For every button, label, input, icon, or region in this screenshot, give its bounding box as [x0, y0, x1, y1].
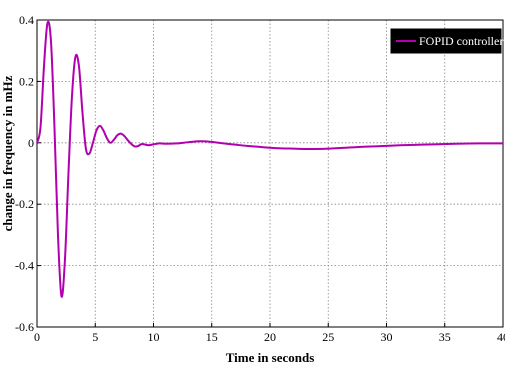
legend: FOPID controller [390, 28, 503, 54]
x-tick-label: 15 [206, 330, 218, 344]
x-tick-label: 40 [497, 330, 505, 344]
y-tick-label: 0.2 [19, 74, 34, 88]
y-axis-label: change in frequency in mHz [0, 75, 15, 231]
legend-label-fopid: FOPID controller [419, 34, 503, 48]
x-tick-label: 20 [264, 330, 276, 344]
series-layer [36, 20, 504, 298]
x-tick-label: 30 [381, 330, 393, 344]
y-tick-label: -0.4 [15, 259, 34, 273]
grid-lines [37, 20, 503, 327]
x-tick-label: 25 [322, 330, 334, 344]
x-tick-label: 10 [148, 330, 160, 344]
y-tick-label: -0.2 [15, 197, 34, 211]
x-tick-label: 5 [92, 330, 98, 344]
y-tick-label: 0.4 [19, 13, 34, 27]
x-tick-label: 0 [34, 330, 40, 344]
axis-ticks: 0 5 10 15 20 25 30 35 40 -0.6 -0.4 -0.2 0 0.2 0.4 [15, 13, 505, 344]
series-line-fopid [36, 20, 504, 298]
y-tick-label: -0.6 [15, 320, 34, 334]
x-axis-label: Time in seconds [226, 350, 315, 365]
x-tick-label: 35 [439, 330, 451, 344]
y-tick-label: 0 [28, 136, 34, 150]
